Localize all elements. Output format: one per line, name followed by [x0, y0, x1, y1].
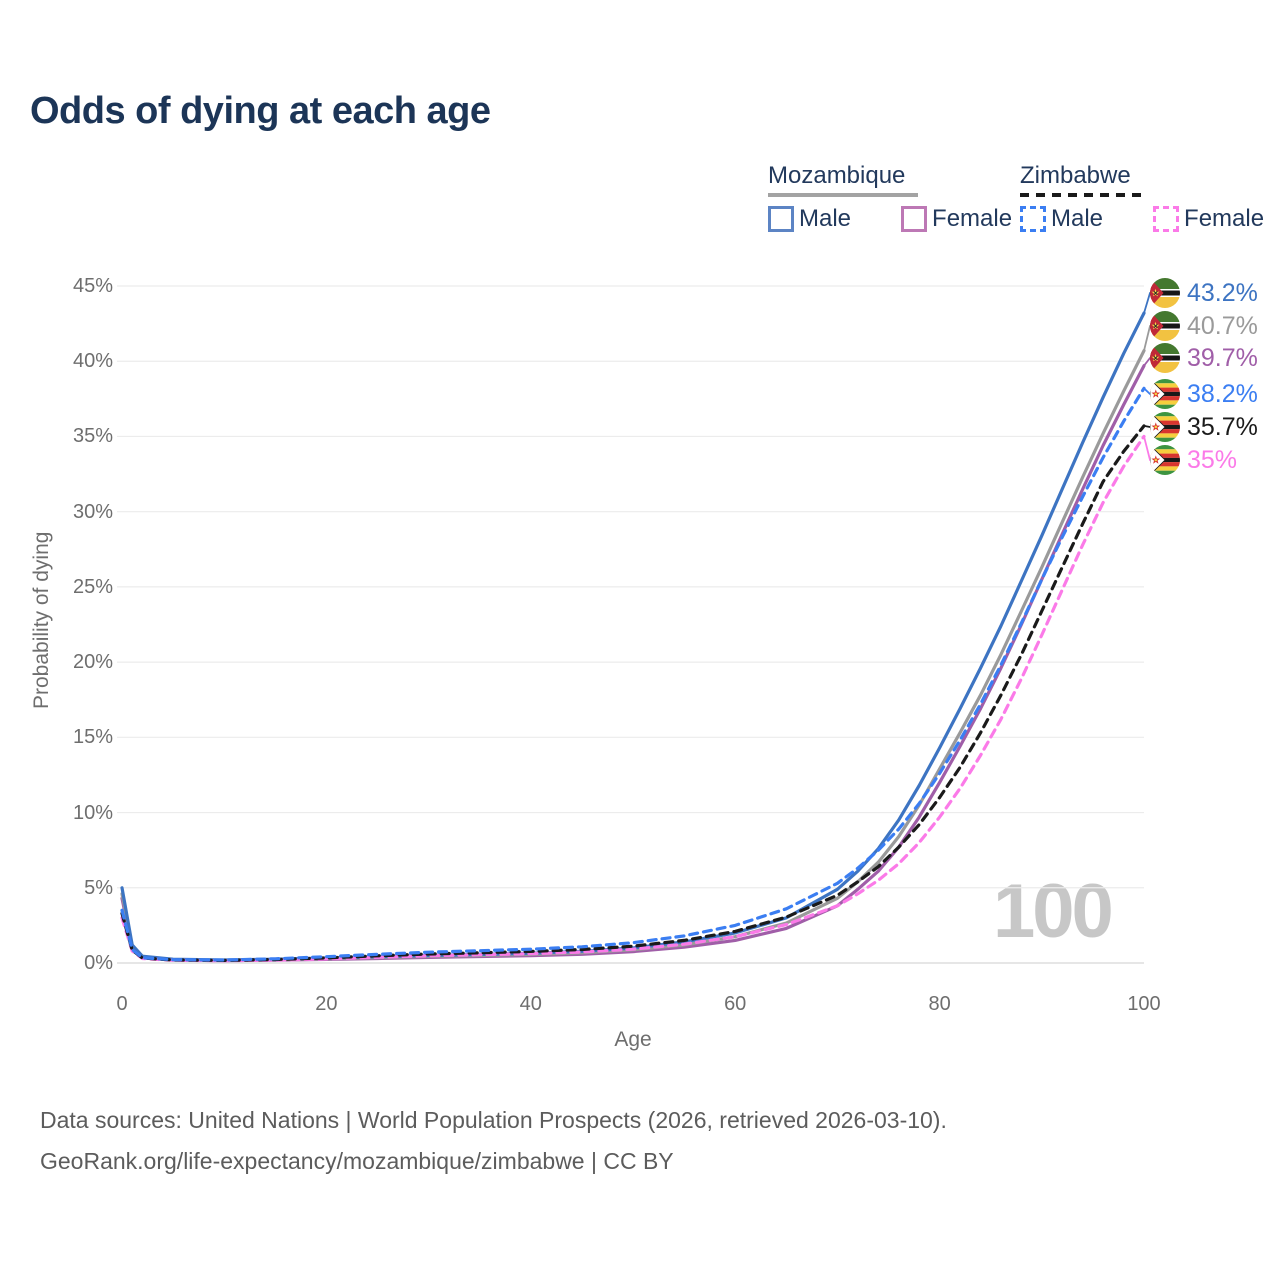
y-tick-30: 30% [72, 500, 113, 523]
legend-item-mozambique-female[interactable]: Female [901, 205, 1012, 233]
y-tick-20: 20% [72, 651, 113, 674]
age-watermark: 100 [993, 869, 1114, 954]
y-tick-40: 40% [72, 350, 113, 373]
legend-item-label: Female [1184, 205, 1265, 232]
mozambique-flag-icon [1150, 343, 1180, 373]
x-tick-40: 40 [519, 993, 542, 1015]
legend-item-label: Male [1051, 205, 1104, 232]
swatch-mozambique-male-icon [768, 206, 794, 232]
y-tick-35: 35% [72, 425, 113, 448]
legend-line-sample-solid [768, 193, 918, 197]
legend-item-label: Female [932, 205, 1013, 232]
y-tick-15: 15% [72, 726, 113, 749]
y-tick-0: 0% [84, 952, 113, 974]
data-source-line: Data sources: United Nations | World Pop… [40, 1107, 947, 1133]
x-tick-0: 0 [116, 993, 128, 1015]
zimbabwe-flag-icon [1150, 412, 1180, 442]
legend-item-mozambique-male[interactable]: Male [768, 205, 851, 233]
swatch-mozambique-female-icon [901, 206, 928, 232]
legend-country-mozambique: Mozambique [768, 162, 906, 189]
y-tick-10: 10% [72, 801, 113, 824]
legend-item-zimbabwe-female[interactable]: Female [1153, 205, 1264, 233]
x-tick-20: 20 [315, 993, 338, 1015]
end-label-mozambique-female: 39.7% [1150, 343, 1258, 373]
series-line-mozambique-male[interactable] [120, 311, 1146, 962]
x-axis-title: Age [614, 1028, 652, 1051]
legend-group-mozambique: Mozambique [768, 162, 918, 197]
legend-country-zimbabwe: Zimbabwe [1020, 162, 1131, 189]
mozambique-flag-icon [1150, 311, 1180, 341]
end-value: 39.7% [1187, 343, 1258, 372]
attribution-line: GeoRank.org/life-expectancy/mozambique/z… [40, 1148, 674, 1174]
y-tick-45: 45% [72, 275, 113, 297]
end-label-zimbabwe-female: 35% [1150, 445, 1237, 475]
swatch-zimbabwe-female-icon [1153, 206, 1180, 232]
swatch-zimbabwe-male-icon [1020, 206, 1046, 232]
legend-item-label: Male [799, 205, 852, 232]
end-value: 35.7% [1187, 412, 1258, 441]
page-title: Odds of dying at each age [30, 90, 491, 132]
series-line-mozambique-female[interactable] [120, 364, 1146, 963]
y-tick-25: 25% [72, 575, 113, 598]
x-tick-60: 60 [724, 993, 747, 1015]
legend-items-zimbabwe: Male Female [1020, 205, 1264, 233]
legend-items-mozambique: Male Female [768, 205, 1012, 233]
series-line-mozambique-both[interactable] [120, 349, 1146, 962]
end-value: 40.7% [1187, 311, 1258, 340]
legend-group-zimbabwe: Zimbabwe [1020, 162, 1142, 197]
end-label-mozambique-male: 43.2% [1150, 278, 1258, 308]
series-line-zimbabwe-both[interactable] [120, 424, 1146, 962]
end-label-mozambique-both: 40.7% [1150, 311, 1258, 341]
end-label-zimbabwe-male: 38.2% [1150, 379, 1258, 409]
mozambique-flag-icon [1150, 278, 1180, 308]
zimbabwe-flag-icon [1150, 445, 1180, 475]
x-tick-80: 80 [928, 993, 951, 1015]
y-tick-5: 5% [84, 876, 113, 899]
zimbabwe-flag-icon [1150, 379, 1180, 409]
legend-line-sample-dashed [1020, 193, 1142, 197]
series-line-zimbabwe-male[interactable] [120, 386, 1146, 962]
legend-item-zimbabwe-male[interactable]: Male [1020, 205, 1103, 233]
x-tick-100: 100 [1127, 993, 1161, 1015]
end-label-zimbabwe-both: 35.7% [1150, 412, 1258, 442]
footer: Data sources: United Nations | World Pop… [40, 1100, 947, 1182]
end-value: 38.2% [1187, 379, 1258, 408]
end-value: 43.2% [1187, 278, 1258, 307]
end-value: 35% [1187, 445, 1238, 474]
series-line-zimbabwe-female[interactable] [120, 434, 1146, 963]
